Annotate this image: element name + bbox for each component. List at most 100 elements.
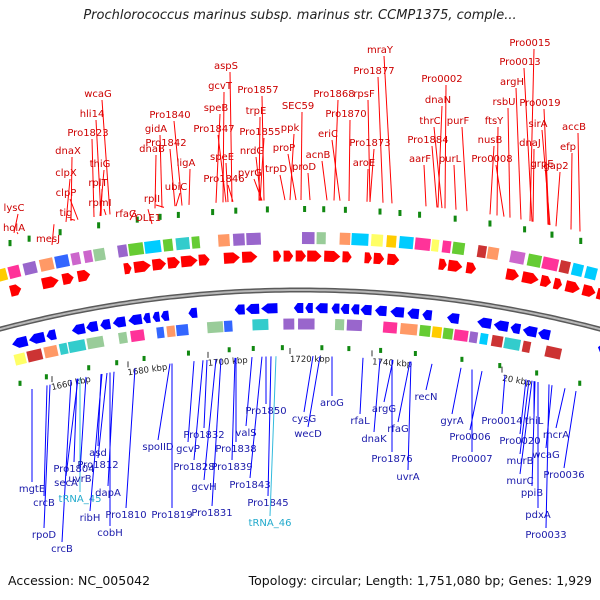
forward-leader-line	[289, 133, 295, 201]
gene-label-nusb: nusB	[478, 135, 503, 146]
gene-label-pro1819: Pro1819	[151, 510, 192, 521]
reverse-gene-arrow	[360, 304, 372, 316]
forward-leader-line	[369, 148, 375, 202]
gene-label-trna_46: tRNA_46	[249, 518, 292, 529]
reverse-leader-line	[501, 375, 506, 415]
gc-block	[339, 232, 351, 246]
gene-label-rsbu: rsbU	[493, 97, 516, 108]
gene-label-rpsf: rpsF	[353, 89, 375, 100]
gene-label-purf: purF	[447, 116, 470, 127]
reverse-leader-line	[545, 384, 550, 529]
gene-label-pro1846: Pro1846	[203, 174, 244, 185]
tick-label: 1700 kbp	[207, 356, 248, 369]
reverse-gene-arrow	[375, 305, 387, 317]
gc-block	[419, 324, 431, 337]
gc-block	[117, 244, 129, 258]
gc-block	[70, 252, 82, 266]
forward-leader-line	[175, 192, 181, 207]
forward-leader-line	[333, 99, 339, 201]
gc-block	[441, 240, 452, 254]
forward-leader-line	[13, 213, 19, 233]
reverse-leader-line	[79, 376, 87, 473]
forward-gene-arrow	[447, 259, 463, 272]
gene-label-pro1832: Pro1832	[183, 430, 224, 441]
gene-label-pro1877: Pro1877	[353, 66, 394, 77]
forward-gene-arrow	[167, 256, 180, 269]
forward-gene-arrow	[595, 287, 600, 300]
gc-block	[162, 238, 174, 252]
gene-label-mesj: mesJ	[36, 234, 60, 245]
forward-leader-line	[307, 172, 311, 201]
forward-leader-line	[515, 87, 522, 220]
gene-label-gida: gidA	[145, 124, 167, 135]
forward-leader-line	[496, 126, 499, 216]
gene-label-gyra: gyrA	[440, 416, 463, 427]
gene-label-wcag: wcaG	[532, 450, 560, 461]
gene-label-uvra: uvrA	[396, 472, 419, 483]
gene-label-eric: eriC	[318, 129, 338, 140]
gene-label-dnak: dnaK	[361, 434, 387, 445]
reverse-gene-arrow	[112, 316, 127, 328]
gc-block	[0, 267, 9, 283]
forward-leader-line	[261, 95, 265, 201]
gene-label-pro0006: Pro0006	[449, 432, 490, 443]
forward-gene-arrow	[76, 269, 91, 283]
gene-label-hola: holA	[3, 223, 25, 234]
gc-block	[346, 319, 363, 332]
gene-label-wecd: wecD	[294, 429, 322, 440]
gene-label-acnb: acnB	[306, 150, 331, 161]
gene-label-rpod: rpoD	[32, 530, 57, 541]
reverse-leader-line	[359, 357, 364, 415]
forward-leader-line	[101, 99, 111, 215]
forward-leader-line	[188, 168, 191, 205]
genome-backbone	[0, 287, 600, 332]
gc-block	[22, 260, 38, 276]
gc-block	[316, 232, 326, 245]
gene-label-tig: tig	[59, 208, 72, 219]
gene-label-pro0015: Pro0015	[509, 38, 550, 49]
forward-leader-line	[532, 148, 535, 222]
gene-label-vals: valS	[235, 428, 256, 439]
gc-block	[43, 344, 59, 359]
gene-label-pro0019: Pro0019	[519, 98, 560, 109]
reverse-gene-arrow	[234, 304, 245, 315]
gene-label-hli14: hli14	[80, 109, 105, 120]
reverse-gene-arrow	[331, 303, 340, 314]
forward-leader-line	[366, 168, 369, 202]
forward-gene-arrow	[123, 262, 132, 275]
reverse-leader-line	[97, 374, 102, 447]
forward-leader-line	[383, 55, 393, 204]
forward-gene-arrow	[295, 250, 306, 262]
gene-label-rpli: rplI	[144, 194, 160, 205]
gc-block	[26, 348, 44, 363]
reverse-leader-line	[249, 356, 263, 479]
gene-label-pro1876: Pro1876	[371, 454, 412, 465]
gc-block	[191, 236, 201, 249]
reverse-leader-line	[267, 356, 272, 497]
gene-label-pro1804: Pro1804	[53, 464, 94, 475]
reverse-leader-line	[211, 358, 222, 507]
gene-label-gcvt: gcvT	[208, 81, 233, 92]
gene-label-ppib: ppiB	[521, 488, 543, 499]
gene-label-pro0020: Pro0020	[499, 436, 540, 447]
gene-label-uvrb: uvrB	[68, 474, 91, 485]
gene-label-arog: aroG	[320, 398, 344, 409]
gene-label-gcvp: gcvP	[176, 444, 200, 455]
gene-label-sira: sirA	[529, 119, 548, 130]
gene-label-crcb: crcB	[33, 498, 55, 509]
gc-block	[175, 324, 189, 337]
gene-label-cobh: cobH	[97, 528, 122, 539]
gc-block	[252, 318, 269, 331]
reverse-leader-line	[563, 390, 577, 469]
forward-leader-line	[577, 132, 581, 232]
forward-leader-line	[65, 178, 71, 222]
gene-label-mcra: mcrA	[543, 430, 569, 441]
gene-label-pro1840: Pro1840	[149, 110, 190, 121]
gene-label-speb: speB	[204, 103, 229, 114]
gene-label-prod: proD	[292, 162, 316, 173]
gene-label-dnax: dnaX	[55, 146, 81, 157]
gc-block	[156, 326, 165, 339]
gc-block	[166, 325, 176, 338]
